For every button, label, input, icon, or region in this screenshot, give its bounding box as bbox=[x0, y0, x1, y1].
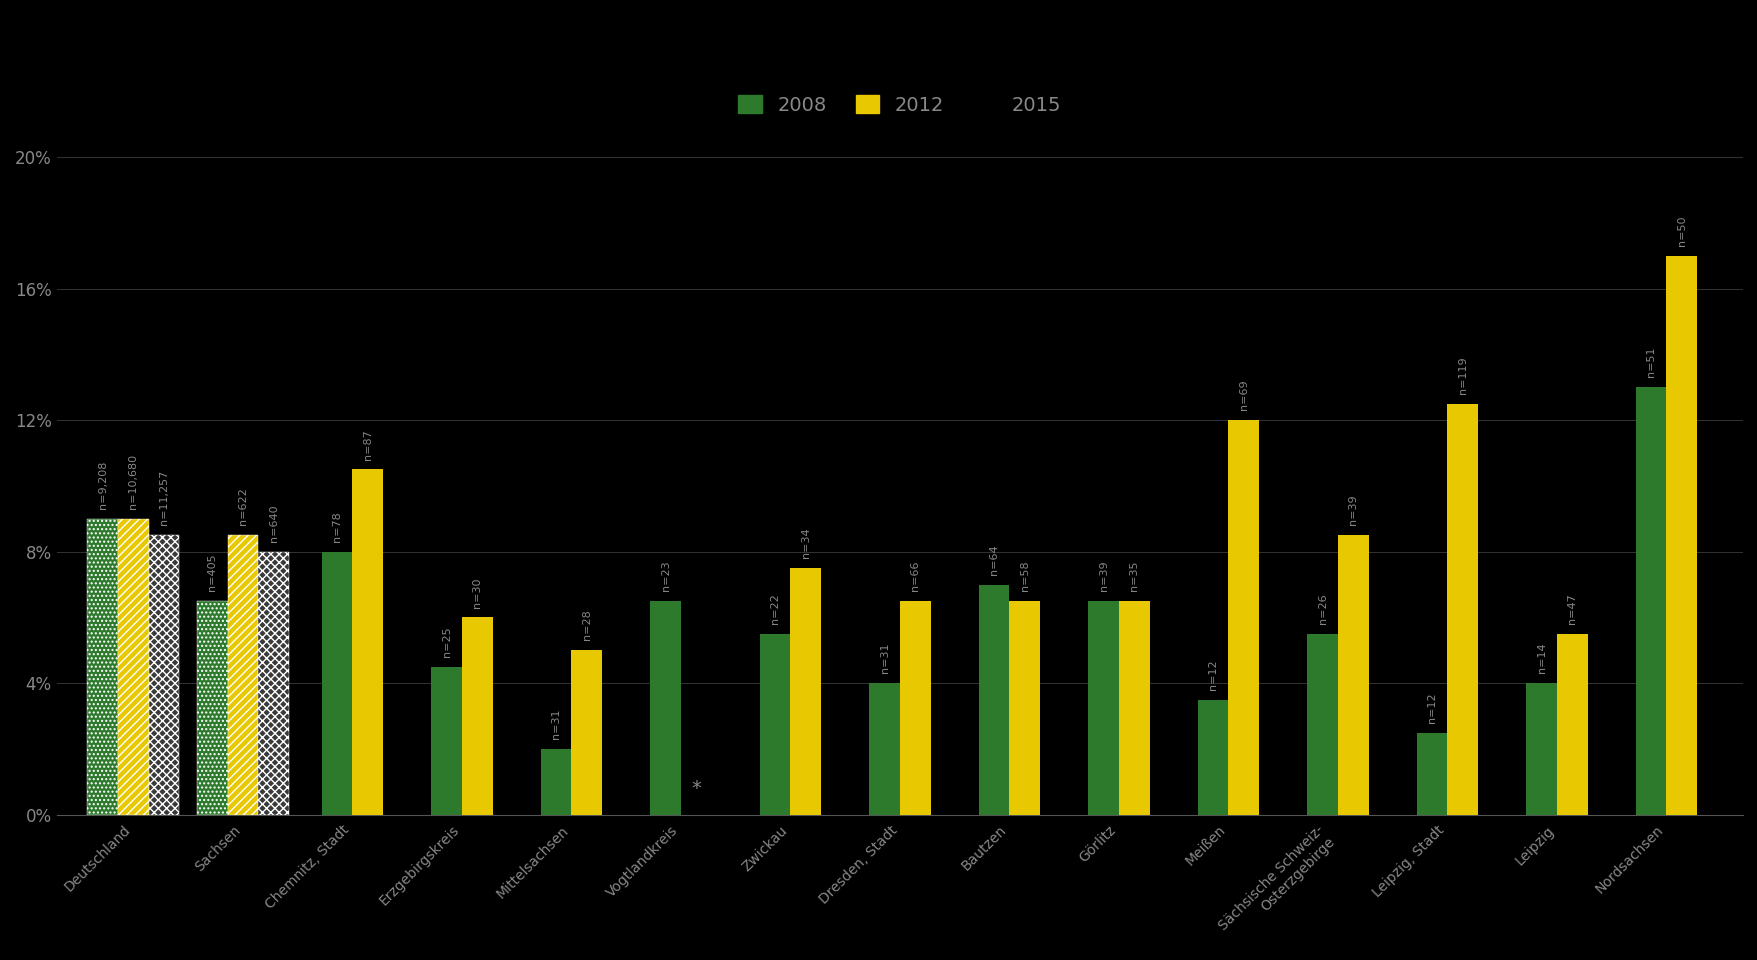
Bar bbox=[1634, 387, 1666, 815]
Bar bbox=[791, 568, 821, 815]
Bar bbox=[149, 536, 179, 815]
Text: n=12: n=12 bbox=[1207, 660, 1218, 690]
Bar bbox=[1088, 601, 1117, 815]
Bar bbox=[1557, 634, 1587, 815]
Bar bbox=[979, 585, 1009, 815]
Text: n=25: n=25 bbox=[441, 626, 452, 657]
Bar bbox=[88, 518, 118, 815]
Text: n=39: n=39 bbox=[1098, 561, 1109, 591]
Text: n=66: n=66 bbox=[910, 561, 919, 591]
Bar bbox=[462, 617, 492, 815]
Text: n=50: n=50 bbox=[1676, 215, 1685, 246]
Bar bbox=[1525, 684, 1557, 815]
Text: n=64: n=64 bbox=[989, 544, 998, 575]
Text: n=14: n=14 bbox=[1536, 642, 1546, 673]
Legend: 2008, 2012, 2015: 2008, 2012, 2015 bbox=[727, 85, 1070, 125]
Text: n=30: n=30 bbox=[473, 577, 481, 608]
Bar bbox=[1307, 634, 1337, 815]
Text: n=69: n=69 bbox=[1239, 379, 1247, 410]
Text: n=12: n=12 bbox=[1427, 692, 1435, 723]
Bar bbox=[430, 667, 462, 815]
Bar bbox=[571, 650, 601, 815]
Bar bbox=[541, 749, 571, 815]
Bar bbox=[900, 601, 929, 815]
Text: n=119: n=119 bbox=[1457, 356, 1467, 394]
Bar bbox=[1666, 255, 1696, 815]
Bar bbox=[1197, 700, 1228, 815]
Text: n=34: n=34 bbox=[799, 528, 810, 559]
Text: n=31: n=31 bbox=[878, 643, 889, 673]
Bar bbox=[1009, 601, 1040, 815]
Text: n=47: n=47 bbox=[1565, 593, 1576, 624]
Bar bbox=[227, 536, 258, 815]
Bar bbox=[1337, 536, 1367, 815]
Text: n=10,680: n=10,680 bbox=[128, 454, 139, 509]
Bar bbox=[1117, 601, 1149, 815]
Bar bbox=[1228, 420, 1258, 815]
Text: n=87: n=87 bbox=[362, 429, 372, 460]
Text: n=622: n=622 bbox=[237, 488, 248, 525]
Bar bbox=[258, 552, 288, 815]
Text: n=640: n=640 bbox=[269, 504, 278, 541]
Text: n=39: n=39 bbox=[1348, 494, 1358, 525]
Text: n=26: n=26 bbox=[1316, 593, 1327, 624]
Text: n=58: n=58 bbox=[1019, 561, 1030, 591]
Text: n=31: n=31 bbox=[550, 708, 560, 739]
Bar bbox=[759, 634, 791, 815]
Bar bbox=[351, 469, 383, 815]
Text: n=405: n=405 bbox=[207, 554, 218, 591]
Bar bbox=[1416, 732, 1446, 815]
Text: n=35: n=35 bbox=[1128, 561, 1139, 591]
Text: n=28: n=28 bbox=[582, 610, 592, 640]
Bar bbox=[1446, 404, 1478, 815]
Text: n=23: n=23 bbox=[661, 561, 669, 591]
Text: n=51: n=51 bbox=[1645, 347, 1655, 377]
Text: n=9,208: n=9,208 bbox=[98, 461, 107, 509]
Text: n=78: n=78 bbox=[332, 511, 343, 541]
Bar bbox=[197, 601, 227, 815]
Text: n=11,257: n=11,257 bbox=[158, 470, 169, 525]
Text: n=22: n=22 bbox=[770, 593, 780, 624]
Bar bbox=[650, 601, 680, 815]
Text: *: * bbox=[691, 780, 701, 799]
Bar bbox=[118, 518, 149, 815]
Bar bbox=[868, 684, 900, 815]
Bar bbox=[322, 552, 351, 815]
